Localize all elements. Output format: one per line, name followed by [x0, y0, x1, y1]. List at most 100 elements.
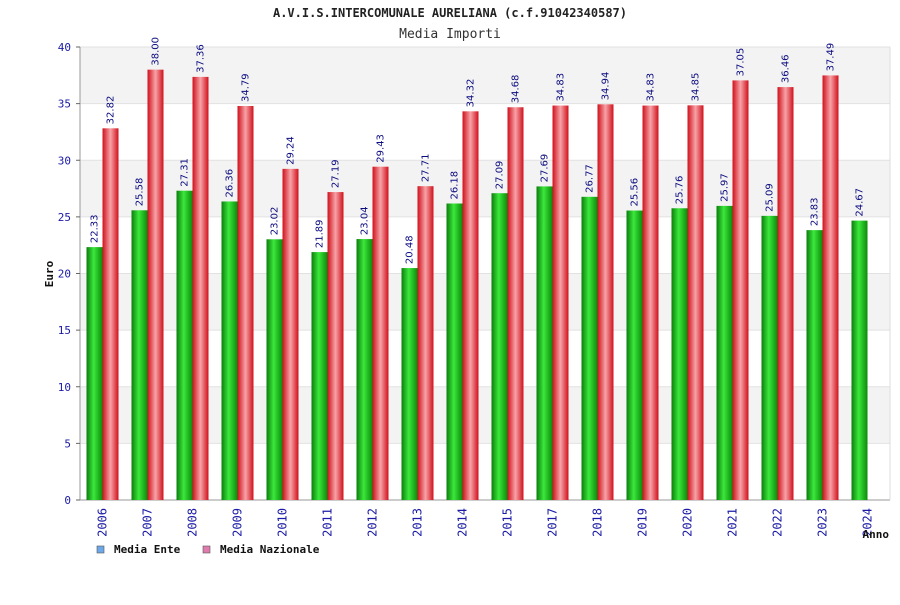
value-label-media-nazionale-2010: 29.24: [286, 136, 297, 165]
value-label-media-nazionale-2012: 29.43: [376, 134, 387, 163]
x-tick-label-2007: 2007: [141, 508, 155, 537]
x-tick-label-2017: 2017: [546, 508, 560, 537]
value-label-media-nazionale-2020: 34.85: [691, 73, 702, 102]
bar-media-ente-2012: [356, 239, 373, 500]
value-label-media-ente-2012: 23.04: [360, 206, 371, 235]
value-label-media-ente-2009: 26.36: [225, 169, 236, 198]
bar-media-nazionale-2019: [642, 105, 659, 501]
value-label-media-ente-2019: 25.56: [630, 178, 641, 207]
value-label-media-ente-2020: 25.76: [675, 176, 686, 205]
value-label-media-ente-2008: 27.31: [180, 158, 191, 187]
bar-media-ente-2021: [716, 205, 733, 500]
x-tick-label-2020: 2020: [681, 508, 695, 537]
x-axis-label: Anno: [863, 528, 890, 541]
x-tick-label-2012: 2012: [366, 508, 380, 537]
bar-media-ente-2007: [131, 210, 148, 500]
chart-subtitle: Media Importi: [399, 27, 501, 42]
value-label-media-ente-2007: 25.58: [135, 178, 146, 207]
grid-band: [80, 47, 890, 104]
legend-swatch-media-nazionale: [202, 545, 211, 554]
value-label-media-ente-2006: 22.33: [90, 214, 101, 243]
legend: Media Ente Media Nazionale: [96, 543, 320, 556]
bar-media-ente-2015: [491, 193, 508, 500]
x-tick-label-2009: 2009: [231, 508, 245, 537]
bar-media-nazionale-2007: [147, 69, 164, 501]
bar-media-nazionale-2015: [507, 107, 524, 501]
value-label-media-nazionale-2019: 34.83: [646, 73, 657, 102]
grid-band: [80, 330, 890, 387]
x-tick-label-2015: 2015: [501, 508, 515, 537]
bar-media-ente-2022: [761, 215, 778, 500]
bar-media-ente-2017: [536, 186, 553, 500]
plot-background: [80, 47, 890, 500]
bar-media-ente-2013: [401, 268, 418, 500]
y-tick-label: 0: [64, 494, 71, 507]
bar-media-ente-2009: [221, 201, 238, 500]
bar-media-ente-2023: [806, 230, 823, 500]
grid-band: [80, 386, 890, 444]
value-label-media-nazionale-2023: 37.49: [826, 43, 837, 72]
y-tick-label: 20: [58, 268, 71, 281]
y-tick-label: 25: [58, 211, 71, 224]
bar-media-nazionale-2012: [372, 166, 389, 500]
value-label-media-nazionale-2008: 37.36: [196, 44, 207, 73]
value-label-media-ente-2021: 25.97: [720, 173, 731, 202]
value-label-media-nazionale-2022: 36.46: [781, 54, 792, 83]
y-tick-label: 35: [58, 98, 71, 111]
x-tick-label-2018: 2018: [591, 508, 605, 537]
grid-band: [80, 273, 890, 331]
value-label-media-ente-2013: 20.48: [405, 235, 416, 264]
bar-media-ente-2011: [311, 252, 328, 500]
grid-band: [80, 103, 890, 161]
bar-media-nazionale-2018: [597, 104, 614, 500]
bar-media-nazionale-2021: [732, 80, 749, 500]
x-tick-label-2010: 2010: [276, 508, 290, 537]
value-label-media-ente-2015: 27.09: [495, 161, 506, 190]
value-label-media-ente-2022: 25.09: [765, 183, 776, 212]
bar-media-nazionale-2009: [237, 106, 254, 501]
x-tick-label-2023: 2023: [816, 508, 830, 537]
bar-media-ente-2006: [86, 247, 103, 500]
bar-media-nazionale-2023: [822, 75, 839, 500]
bar-media-nazionale-2008: [192, 76, 209, 500]
x-tick-label-2019: 2019: [636, 508, 650, 537]
y-tick-label: 10: [58, 381, 71, 394]
x-tick-label-2022: 2022: [771, 508, 785, 537]
value-label-media-ente-2018: 26.77: [585, 164, 596, 193]
x-tick-label-2011: 2011: [321, 508, 335, 537]
bar-media-ente-2014: [446, 203, 463, 500]
y-tick-label: 40: [58, 41, 71, 54]
value-label-media-nazionale-2015: 34.68: [511, 75, 522, 104]
y-tick-label: 15: [58, 324, 71, 337]
y-tick-label: 30: [58, 154, 71, 167]
value-label-media-nazionale-2018: 34.94: [601, 72, 612, 101]
x-tick-label-2013: 2013: [411, 508, 425, 537]
x-tick-label-2014: 2014: [456, 508, 470, 537]
x-axis-ticks: 2006 2007 2008 2009 2010 2011 2012 2013 2014 2015…: [96, 508, 875, 537]
value-label-media-nazionale-2021: 37.05: [736, 48, 747, 77]
bar-media-nazionale-2017: [552, 105, 569, 501]
value-label-media-nazionale-2006: 32.82: [106, 96, 117, 125]
grid-band: [80, 443, 890, 500]
bar-media-ente-2010: [266, 239, 283, 500]
grid-band: [80, 216, 890, 274]
grid-band: [80, 160, 890, 217]
bar-media-ente-2008: [176, 190, 193, 501]
y-axis-label: Euro: [43, 260, 56, 287]
bars: [86, 69, 868, 501]
bar-media-ente-2024: [851, 220, 868, 500]
value-labels: 22.33 32.82 25.58 38.00 27.31 37.36 26.36 34.79…: [90, 37, 866, 264]
y-axis-ticks: 0 5 10 15 20 25 30 35 40: [58, 41, 80, 507]
value-label-media-ente-2024: 24.67: [855, 188, 866, 217]
y-tick-label: 5: [64, 437, 71, 450]
x-tick-label-2008: 2008: [186, 508, 200, 537]
value-label-media-nazionale-2014: 34.32: [466, 79, 477, 108]
x-tick-label-2006: 2006: [96, 508, 110, 537]
bar-media-nazionale-2014: [462, 111, 479, 501]
legend-label-media-ente: Media Ente: [114, 543, 181, 556]
chart-title: A.V.I.S.INTERCOMUNALE AURELIANA (c.f.910…: [273, 6, 627, 20]
legend-label-media-nazionale: Media Nazionale: [220, 543, 320, 556]
bar-media-nazionale-2020: [687, 105, 704, 500]
